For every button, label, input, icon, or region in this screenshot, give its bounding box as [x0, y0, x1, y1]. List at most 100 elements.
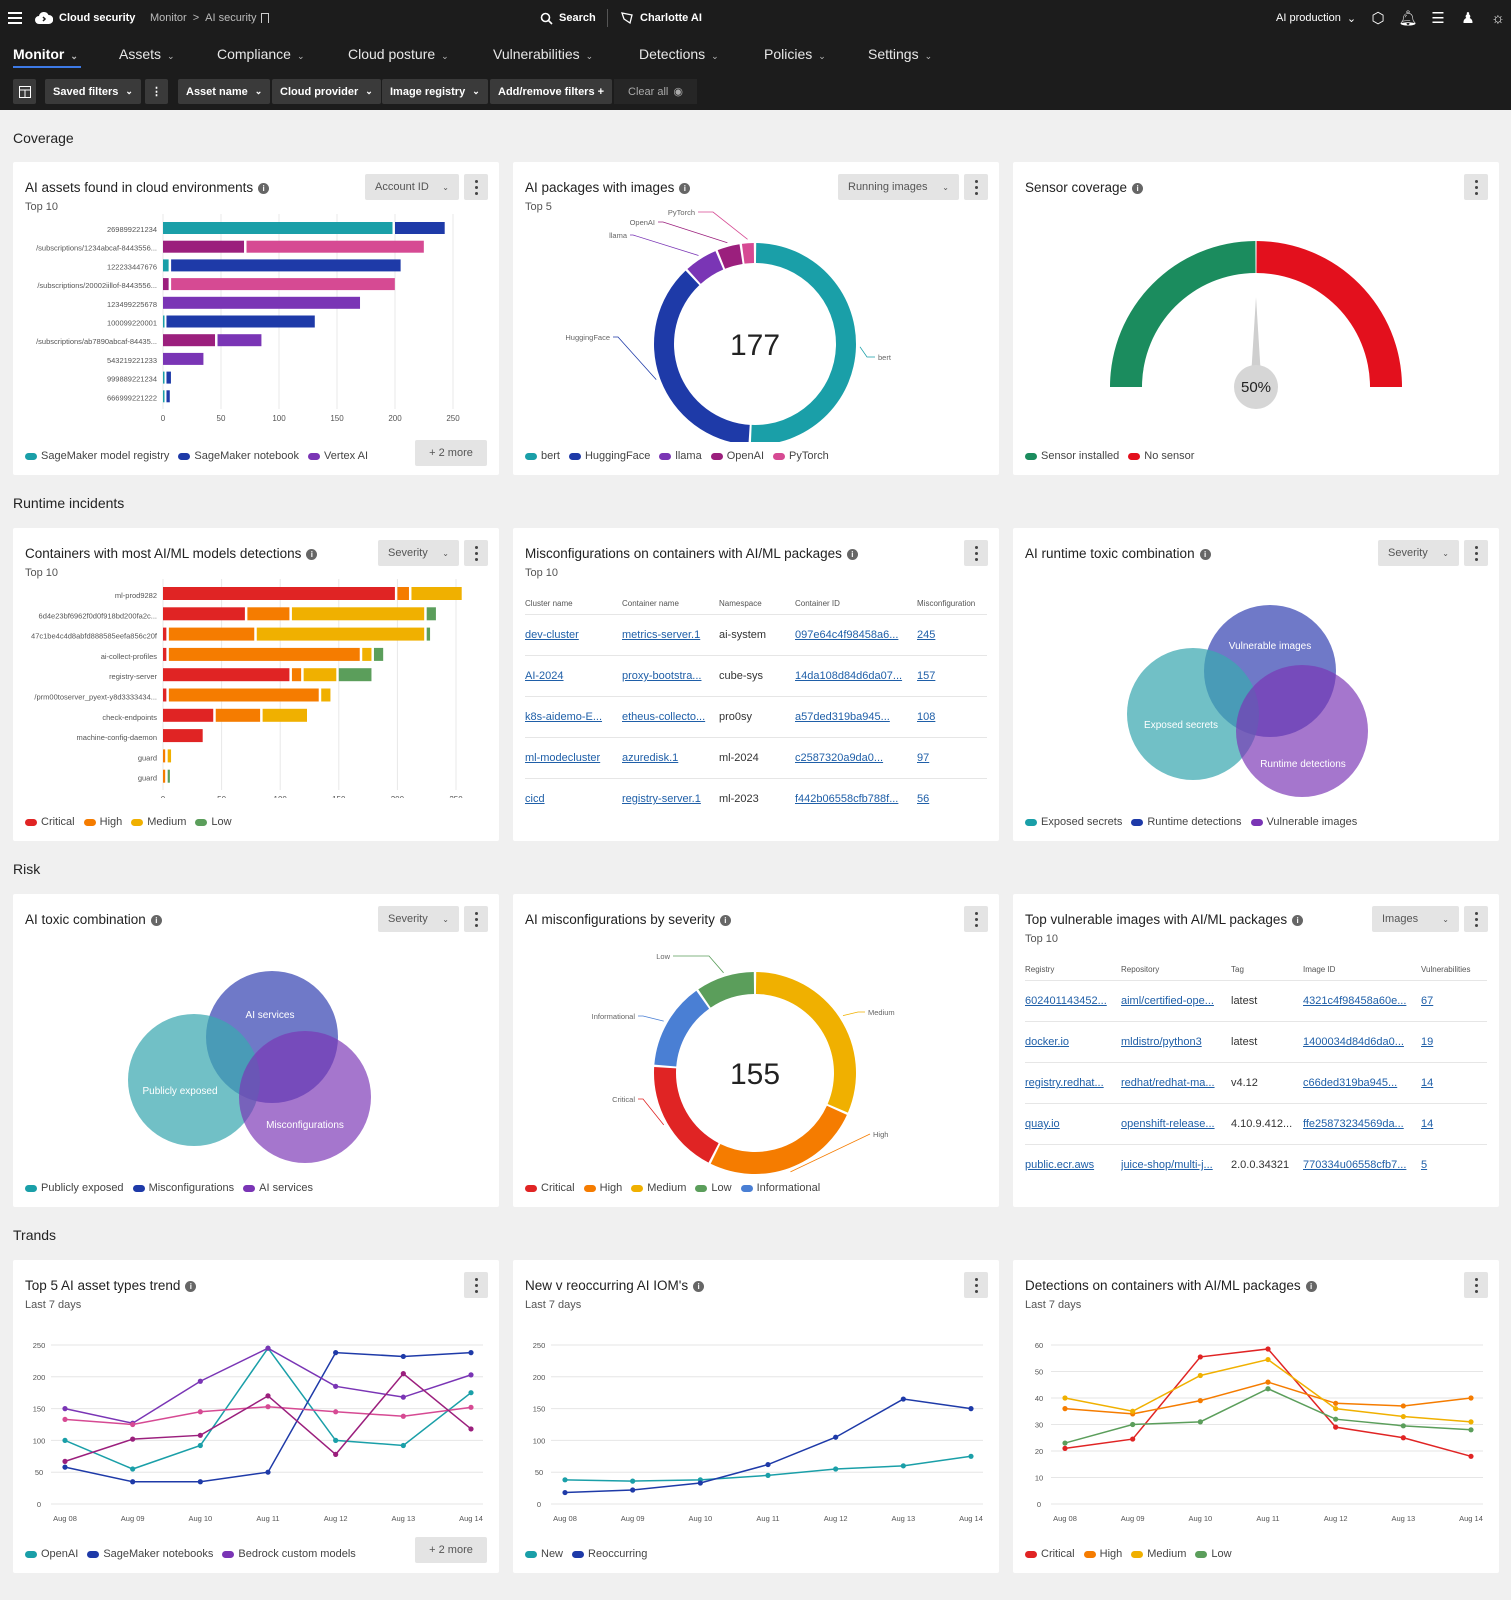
card-menu-button[interactable]	[464, 906, 488, 932]
info-icon[interactable]: i	[1132, 183, 1144, 194]
table-cell[interactable]: 4321c4f98458a60e...	[1303, 995, 1407, 1007]
table-row[interactable]: 602401143452... aiml/certified-ope... late…	[1025, 980, 1487, 1021]
table-cell[interactable]: registry-server.1	[622, 793, 701, 805]
table-row[interactable]: docker.io mldistro/python3 latest 1400034d8…	[1025, 1021, 1487, 1062]
info-icon[interactable]: i	[1292, 915, 1304, 926]
legend-item[interactable]: Critical	[525, 1182, 575, 1194]
table-cell[interactable]: 770334u06558cfb7...	[1303, 1159, 1407, 1171]
legend-item[interactable]: Informational	[740, 1182, 820, 1194]
shield-icon[interactable]: ⬡	[1371, 10, 1385, 27]
more-legend-button[interactable]: + 2 more	[415, 1537, 487, 1563]
table-row[interactable]: registry.redhat... redhat/redhat-ma... v4.…	[1025, 1062, 1487, 1103]
legend-item[interactable]: High	[583, 1182, 622, 1194]
legend-item[interactable]: bert	[525, 450, 560, 462]
layout-toggle-button[interactable]	[13, 79, 36, 104]
search-button[interactable]: Search	[540, 0, 596, 36]
tab-cloud-posture[interactable]: Cloud posture ⌄	[348, 46, 449, 62]
charlotte-ai-button[interactable]: Charlotte AI	[620, 0, 702, 36]
table-cell[interactable]: 14	[1421, 1118, 1434, 1130]
table-cell[interactable]: docker.io	[1025, 1036, 1070, 1048]
table-cell[interactable]: 5	[1421, 1159, 1428, 1171]
table-cell[interactable]: 108	[917, 711, 936, 723]
legend-item[interactable]: Misconfigurations	[132, 1182, 234, 1194]
table-cell[interactable]: 1400034d84d6da0...	[1303, 1036, 1404, 1048]
table-cell[interactable]: juice-shop/multi-j...	[1121, 1159, 1213, 1171]
legend-item[interactable]: OpenAI	[25, 1548, 78, 1560]
images-dropdown[interactable]: Images ⌄	[1372, 906, 1459, 932]
table-cell[interactable]: public.ecr.aws	[1025, 1159, 1095, 1171]
card-menu-button[interactable]	[464, 174, 488, 200]
legend-item[interactable]: Exposed secrets	[1025, 816, 1122, 828]
bell-icon[interactable]: 🔔︎	[1398, 10, 1418, 27]
account-id-dropdown[interactable]: Account ID ⌄	[365, 174, 459, 200]
saved-filters-dropdown[interactable]: Saved filters ⌄	[45, 79, 141, 104]
table-row[interactable]: ml-modecluster azuredisk.1 ml-2024 c2587320…	[525, 737, 987, 778]
legend-item[interactable]: Low	[695, 1182, 732, 1194]
legend-item[interactable]: AI services	[243, 1182, 313, 1194]
table-cell[interactable]: etheus-collecto...	[622, 711, 706, 723]
card-menu-button[interactable]	[964, 540, 988, 566]
legend-item[interactable]: High	[1083, 1548, 1122, 1560]
column-header[interactable]: Misconfiguration	[917, 598, 976, 608]
legend-item[interactable]: Medium	[631, 1182, 686, 1194]
card-menu-button[interactable]	[1464, 540, 1488, 566]
table-cell[interactable]: cicd	[525, 793, 545, 805]
legend-item[interactable]: Medium	[1131, 1548, 1186, 1560]
venn-circle-runtime-detections[interactable]	[1236, 665, 1368, 797]
theme-icon[interactable]: ☼	[1491, 9, 1505, 27]
legend-item[interactable]: New	[525, 1548, 563, 1560]
table-cell[interactable]: c2587320a9da0...	[795, 752, 884, 764]
table-cell[interactable]: 157	[917, 670, 936, 682]
info-icon[interactable]: i	[679, 183, 691, 194]
table-cell[interactable]: openshift-release...	[1121, 1118, 1215, 1130]
column-header[interactable]: Tag	[1231, 964, 1244, 974]
legend-item[interactable]: SageMaker model registry	[25, 450, 169, 462]
table-cell[interactable]: mldistro/python3	[1121, 1036, 1202, 1048]
column-header[interactable]: Container ID	[795, 598, 840, 608]
table-row[interactable]: dev-cluster metrics-server.1 ai-system 097e…	[525, 614, 987, 655]
cloud-provider-filter[interactable]: Cloud provider ⌄	[272, 79, 381, 104]
legend-item[interactable]: Publicly exposed	[25, 1182, 124, 1194]
venn-circle-publicly-exposed[interactable]	[128, 1014, 260, 1146]
legend-item[interactable]: Reoccurring	[572, 1548, 647, 1560]
table-cell[interactable]: azuredisk.1	[622, 752, 679, 764]
table-cell[interactable]: registry.redhat...	[1025, 1077, 1104, 1089]
tab-policies[interactable]: Policies ⌄	[764, 46, 826, 62]
card-menu-button[interactable]	[964, 906, 988, 932]
table-cell[interactable]: aiml/certified-ope...	[1121, 995, 1214, 1007]
table-cell[interactable]: 67	[1421, 995, 1434, 1007]
legend-item[interactable]: Critical	[25, 816, 75, 828]
card-menu-button[interactable]	[1464, 906, 1488, 932]
legend-item[interactable]: Medium	[131, 816, 186, 828]
legend-item[interactable]: High	[83, 816, 122, 828]
severity-dropdown[interactable]: Severity ⌄	[378, 540, 459, 566]
info-icon[interactable]: i	[150, 915, 162, 926]
table-cell[interactable]: 602401143452...	[1025, 995, 1107, 1007]
card-menu-button[interactable]	[464, 540, 488, 566]
table-row[interactable]: public.ecr.aws juice-shop/multi-j... 2.0.0…	[1025, 1144, 1487, 1185]
table-cell[interactable]: c66ded319ba945...	[1303, 1077, 1398, 1089]
table-cell[interactable]: 245	[917, 629, 936, 641]
column-header[interactable]: Repository	[1121, 964, 1160, 974]
info-icon[interactable]: i	[693, 1281, 705, 1292]
info-icon[interactable]: i	[185, 1281, 197, 1292]
card-menu-button[interactable]	[964, 1272, 988, 1298]
legend-item[interactable]: No sensor	[1128, 450, 1194, 462]
table-cell[interactable]: 56	[917, 793, 930, 805]
more-legend-button[interactable]: + 2 more	[415, 440, 487, 466]
menu-icon[interactable]	[8, 0, 24, 36]
column-header[interactable]: Registry	[1025, 964, 1055, 974]
legend-item[interactable]: Vulnerable images	[1250, 816, 1357, 828]
table-cell[interactable]: 19	[1421, 1036, 1434, 1048]
legend-item[interactable]: SageMaker notebook	[178, 450, 299, 462]
app-name[interactable]: Cloud security	[59, 12, 136, 24]
table-cell[interactable]: ml-modecluster	[525, 752, 601, 764]
severity-dropdown[interactable]: Severity ⌄	[378, 906, 459, 932]
info-icon[interactable]: i	[306, 549, 318, 560]
add-remove-filters-button[interactable]: Add/remove filters +	[490, 79, 613, 104]
column-header[interactable]: Namespace	[719, 598, 762, 608]
table-row[interactable]: cicd registry-server.1 ml-2023 f442b06558cf…	[525, 778, 987, 819]
info-icon[interactable]: i	[1305, 1281, 1317, 1292]
tab-compliance[interactable]: Compliance ⌄	[217, 46, 305, 62]
severity-dropdown[interactable]: Severity ⌄	[1378, 540, 1459, 566]
